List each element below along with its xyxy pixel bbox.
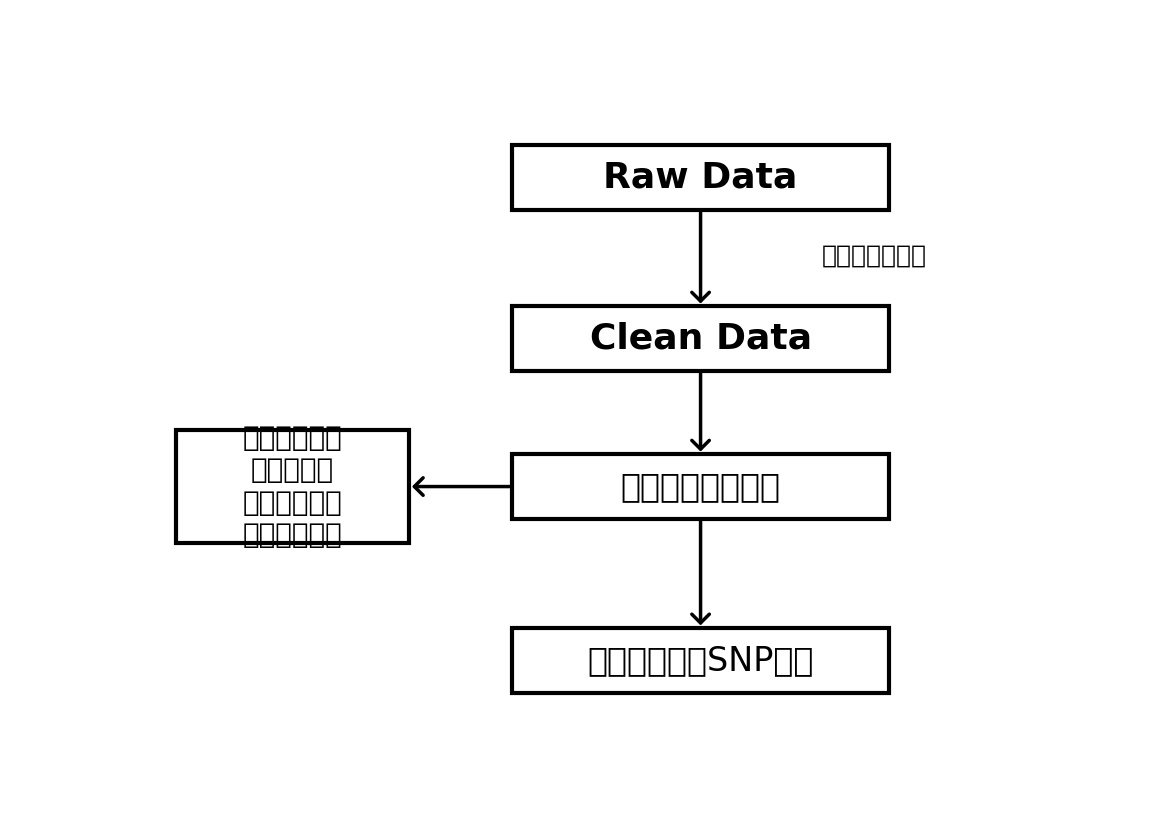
FancyBboxPatch shape [513, 628, 889, 692]
Text: 亲本间多态性SNP筛选: 亲本间多态性SNP筛选 [588, 644, 813, 677]
Text: Clean Data: Clean Data [590, 322, 811, 355]
Text: Raw Data: Raw Data [604, 161, 797, 195]
FancyBboxPatch shape [513, 455, 889, 518]
FancyBboxPatch shape [176, 431, 410, 543]
FancyBboxPatch shape [513, 306, 889, 370]
Text: 比对到参考基因组: 比对到参考基因组 [620, 470, 781, 503]
Text: 质控、数据过滤: 质控、数据过滤 [821, 244, 927, 268]
Text: 数据产出统计
覆盖度计算
数据深度分布
比对结果统计: 数据产出统计 覆盖度计算 数据深度分布 比对结果统计 [243, 424, 342, 549]
FancyBboxPatch shape [513, 145, 889, 210]
